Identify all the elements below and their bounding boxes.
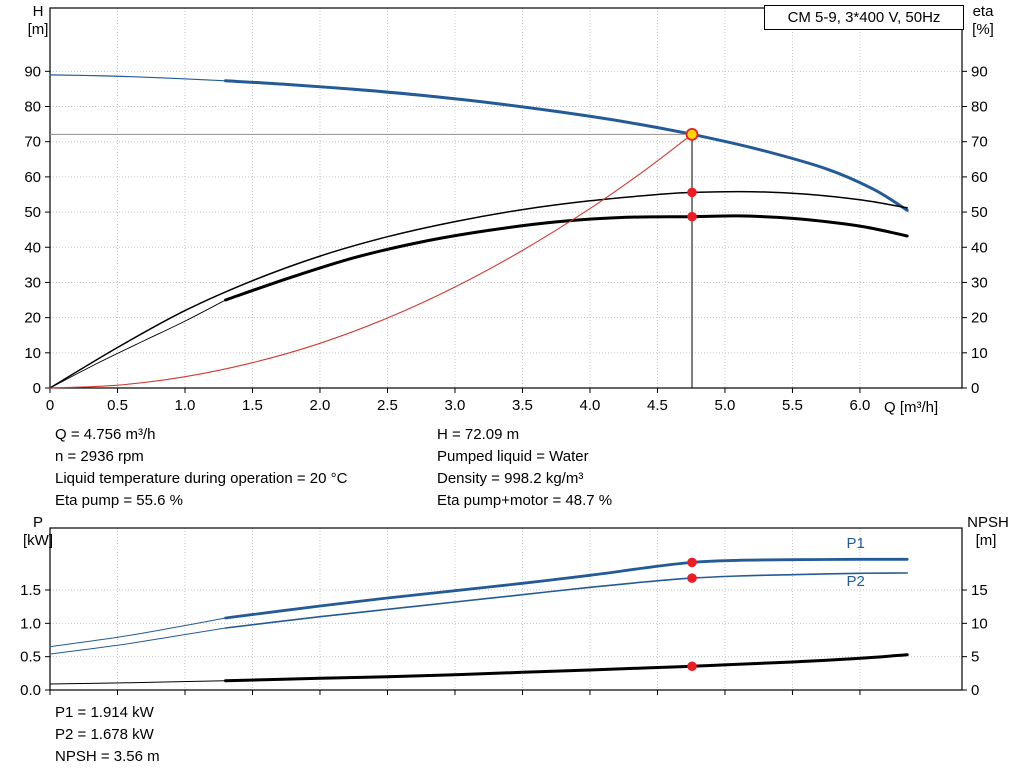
svg-text:1.0: 1.0: [175, 397, 196, 414]
info-line-npsh: NPSH = 3.56 m: [55, 748, 160, 765]
svg-text:10: 10: [24, 345, 41, 362]
svg-text:3.0: 3.0: [445, 397, 466, 414]
svg-text:10: 10: [971, 615, 988, 632]
npsh-axis-unit: [m]: [975, 532, 997, 549]
p1-curve-lead: [49, 617, 226, 648]
p2-curve-label: P2: [846, 573, 864, 590]
p1-curve-label: P1: [846, 535, 864, 552]
svg-text:20: 20: [24, 310, 41, 327]
svg-text:15: 15: [971, 582, 988, 599]
eta-axis-unit: [%]: [972, 21, 994, 38]
svg-text:60: 60: [24, 169, 41, 186]
svg-text:40: 40: [24, 239, 41, 256]
svg-text:0: 0: [33, 380, 41, 397]
marker-dot: [687, 557, 697, 568]
eta-pump-curve: [49, 190, 908, 389]
svg-text:0.5: 0.5: [107, 397, 128, 414]
pump-title-box: CM 5-9, 3*400 V, 50Hz: [764, 5, 964, 30]
svg-text:60: 60: [971, 169, 988, 186]
p-axis-title: P: [32, 514, 43, 531]
svg-text:5.0: 5.0: [715, 397, 736, 414]
h-axis-unit: [m]: [27, 21, 49, 38]
eta-pump-motor-lead: [49, 299, 226, 389]
svg-text:2.5: 2.5: [377, 397, 398, 414]
svg-text:0.5: 0.5: [20, 649, 41, 666]
p2-curve-lead: [49, 627, 226, 655]
svg-text:0: 0: [971, 682, 979, 699]
power-data: P1 = 1.914 kW P2 = 1.678 kW NPSH = 3.56 …: [55, 702, 160, 768]
p2-curve: [224, 572, 908, 629]
svg-text:0.0: 0.0: [20, 682, 41, 699]
info-line-q: Q = 4.756 m³/h: [55, 426, 156, 443]
npsh-curve: [224, 653, 909, 683]
svg-text:5: 5: [971, 649, 979, 666]
svg-text:6.0: 6.0: [850, 397, 871, 414]
svg-text:50: 50: [24, 204, 41, 221]
head-curve: [224, 79, 909, 212]
svg-text:0: 0: [46, 397, 54, 414]
svg-text:5.5: 5.5: [782, 397, 803, 414]
npsh-axis-title: NPSH: [967, 514, 1009, 531]
info-line-liquid: Pumped liquid = Water: [437, 448, 589, 465]
svg-text:90: 90: [971, 63, 988, 80]
chart-group: 0 0.5 1.0 1.5 2.0 2.5 3.0 3.5 4.0 4.5 5.0 5.5 6.0 0 10…: [24, 7, 988, 416]
svg-text:1.5: 1.5: [242, 397, 263, 414]
info-line-density: Density = 998.2 kg/m³: [437, 470, 584, 487]
svg-text:0: 0: [971, 380, 979, 397]
eta-pump-motor-curve: [224, 214, 909, 302]
svg-text:80: 80: [971, 99, 988, 116]
marker-dot: [687, 661, 697, 672]
svg-text:3.5: 3.5: [512, 397, 533, 414]
info-line-p2: P2 = 1.678 kW: [55, 726, 154, 743]
svg-text:1.5: 1.5: [20, 582, 41, 599]
svg-text:1.0: 1.0: [20, 615, 41, 632]
svg-text:90: 90: [24, 63, 41, 80]
p1-curve: [224, 557, 909, 620]
svg-text:70: 70: [24, 134, 41, 151]
operating-data-right: H = 72.09 m Pumped liquid = Water Densit…: [437, 424, 612, 512]
info-line-p1: P1 = 1.914 kW: [55, 704, 154, 721]
svg-text:80: 80: [24, 99, 41, 116]
info-line-temp: Liquid temperature during operation = 20…: [55, 470, 348, 487]
svg-text:10: 10: [971, 345, 988, 362]
info-line-n: n = 2936 rpm: [55, 448, 144, 465]
operating-data-left: Q = 4.756 m³/h n = 2936 rpm Liquid tempe…: [55, 424, 347, 512]
svg-text:50: 50: [971, 204, 988, 221]
system-curve: [49, 133, 693, 389]
marker-dot: [687, 187, 697, 198]
svg-text:2.0: 2.0: [310, 397, 331, 414]
svg-text:30: 30: [24, 274, 41, 291]
h-axis-title: H: [32, 3, 44, 20]
p-axis-unit: [kW]: [23, 532, 53, 549]
svg-text:4.5: 4.5: [647, 397, 668, 414]
head-curve-lead: [49, 74, 227, 82]
eta-axis-title: eta: [972, 3, 994, 20]
chart-group: 0.0 0.5 1.0 1.5 0 5 10 15 P1 P2: [20, 527, 988, 699]
svg-text:70: 70: [971, 134, 988, 151]
duty-point-marker: [685, 127, 699, 141]
marker-dot: [687, 211, 697, 222]
info-line-eta-total: Eta pump+motor = 48.7 %: [437, 492, 613, 509]
marker-dot: [687, 573, 697, 583]
x-axis-label: Q [m³/h]: [884, 399, 938, 416]
info-line-h: H = 72.09 m: [437, 426, 520, 443]
svg-text:40: 40: [971, 239, 988, 256]
svg-text:4.0: 4.0: [580, 397, 601, 414]
npsh-curve-lead: [49, 680, 226, 685]
info-line-eta-pump: Eta pump = 55.6 %: [55, 492, 183, 509]
svg-text:20: 20: [971, 310, 988, 327]
svg-text:30: 30: [971, 274, 988, 291]
